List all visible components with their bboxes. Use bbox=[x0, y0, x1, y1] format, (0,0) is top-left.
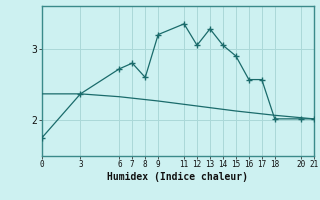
X-axis label: Humidex (Indice chaleur): Humidex (Indice chaleur) bbox=[107, 172, 248, 182]
